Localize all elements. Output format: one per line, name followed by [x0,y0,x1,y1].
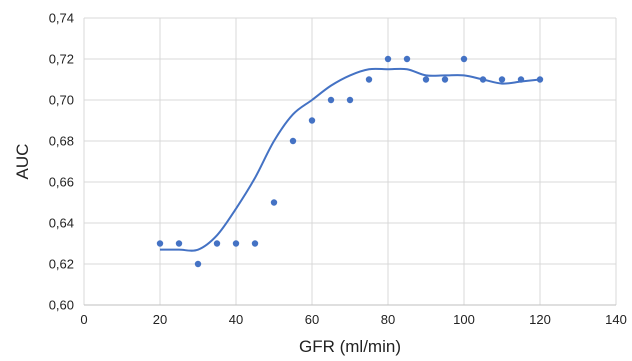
x-tick-label: 100 [453,312,475,327]
data-point [441,76,449,83]
data-point [346,96,354,104]
x-tick-label: 0 [80,312,87,327]
data-point [194,260,202,268]
x-tick-label: 140 [605,312,627,327]
data-point [517,76,525,83]
data-point [460,55,468,63]
data-point [270,199,278,206]
data-point [422,76,430,83]
y-tick-label: 0,62 [49,257,74,272]
x-tick-label: 60 [305,312,319,327]
data-point [365,76,373,83]
tick-labels: 0,60 0,62 0,64 0,66 0,68 0,70 0,72 0,74 0 20 40 60 8… [49,11,627,328]
x-tick-label: 40 [229,312,243,327]
trend-line-layer [159,67,541,252]
grid [83,17,617,306]
x-axis-title: GFR (ml/min) [299,337,401,356]
data-point [498,76,506,83]
y-tick-label: 0,72 [49,52,74,67]
data-point [327,96,335,104]
data-point [536,76,544,83]
data-point [403,55,411,63]
y-tick-label: 0,74 [49,11,74,26]
data-point [251,240,259,247]
y-tick-label: 0,60 [49,298,74,313]
y-tick-label: 0,64 [49,216,74,231]
data-point [213,240,221,247]
y-tick-label: 0,70 [49,93,74,108]
data-point [289,137,297,145]
data-point [232,240,240,247]
y-tick-label: 0,68 [49,134,74,149]
data-point [308,117,316,124]
x-tick-label: 20 [153,312,167,327]
data-point [479,76,487,83]
y-tick-label: 0,66 [49,175,74,190]
x-tick-label: 80 [381,312,395,327]
x-tick-label: 120 [529,312,551,327]
y-axis-title: AUC [13,144,32,180]
trend-line [159,67,541,252]
data-points-layer [156,55,544,268]
data-point [384,55,392,63]
data-point [156,240,164,247]
data-point [175,240,183,247]
